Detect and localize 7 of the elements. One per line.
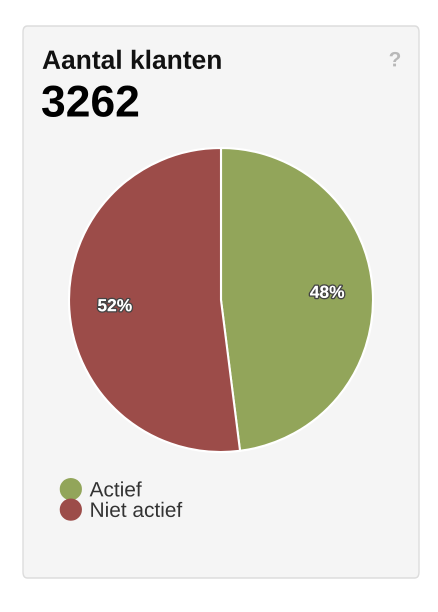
chart-title: Aantal klanten xyxy=(42,50,221,70)
legend-label: Niet actief xyxy=(91,502,182,518)
data-label: 52% xyxy=(98,299,132,312)
text: ? xyxy=(390,52,400,66)
data-label: 48% xyxy=(310,286,344,298)
legend-label: Actief xyxy=(90,481,142,497)
chart-subtitle: 3262 xyxy=(42,85,138,117)
